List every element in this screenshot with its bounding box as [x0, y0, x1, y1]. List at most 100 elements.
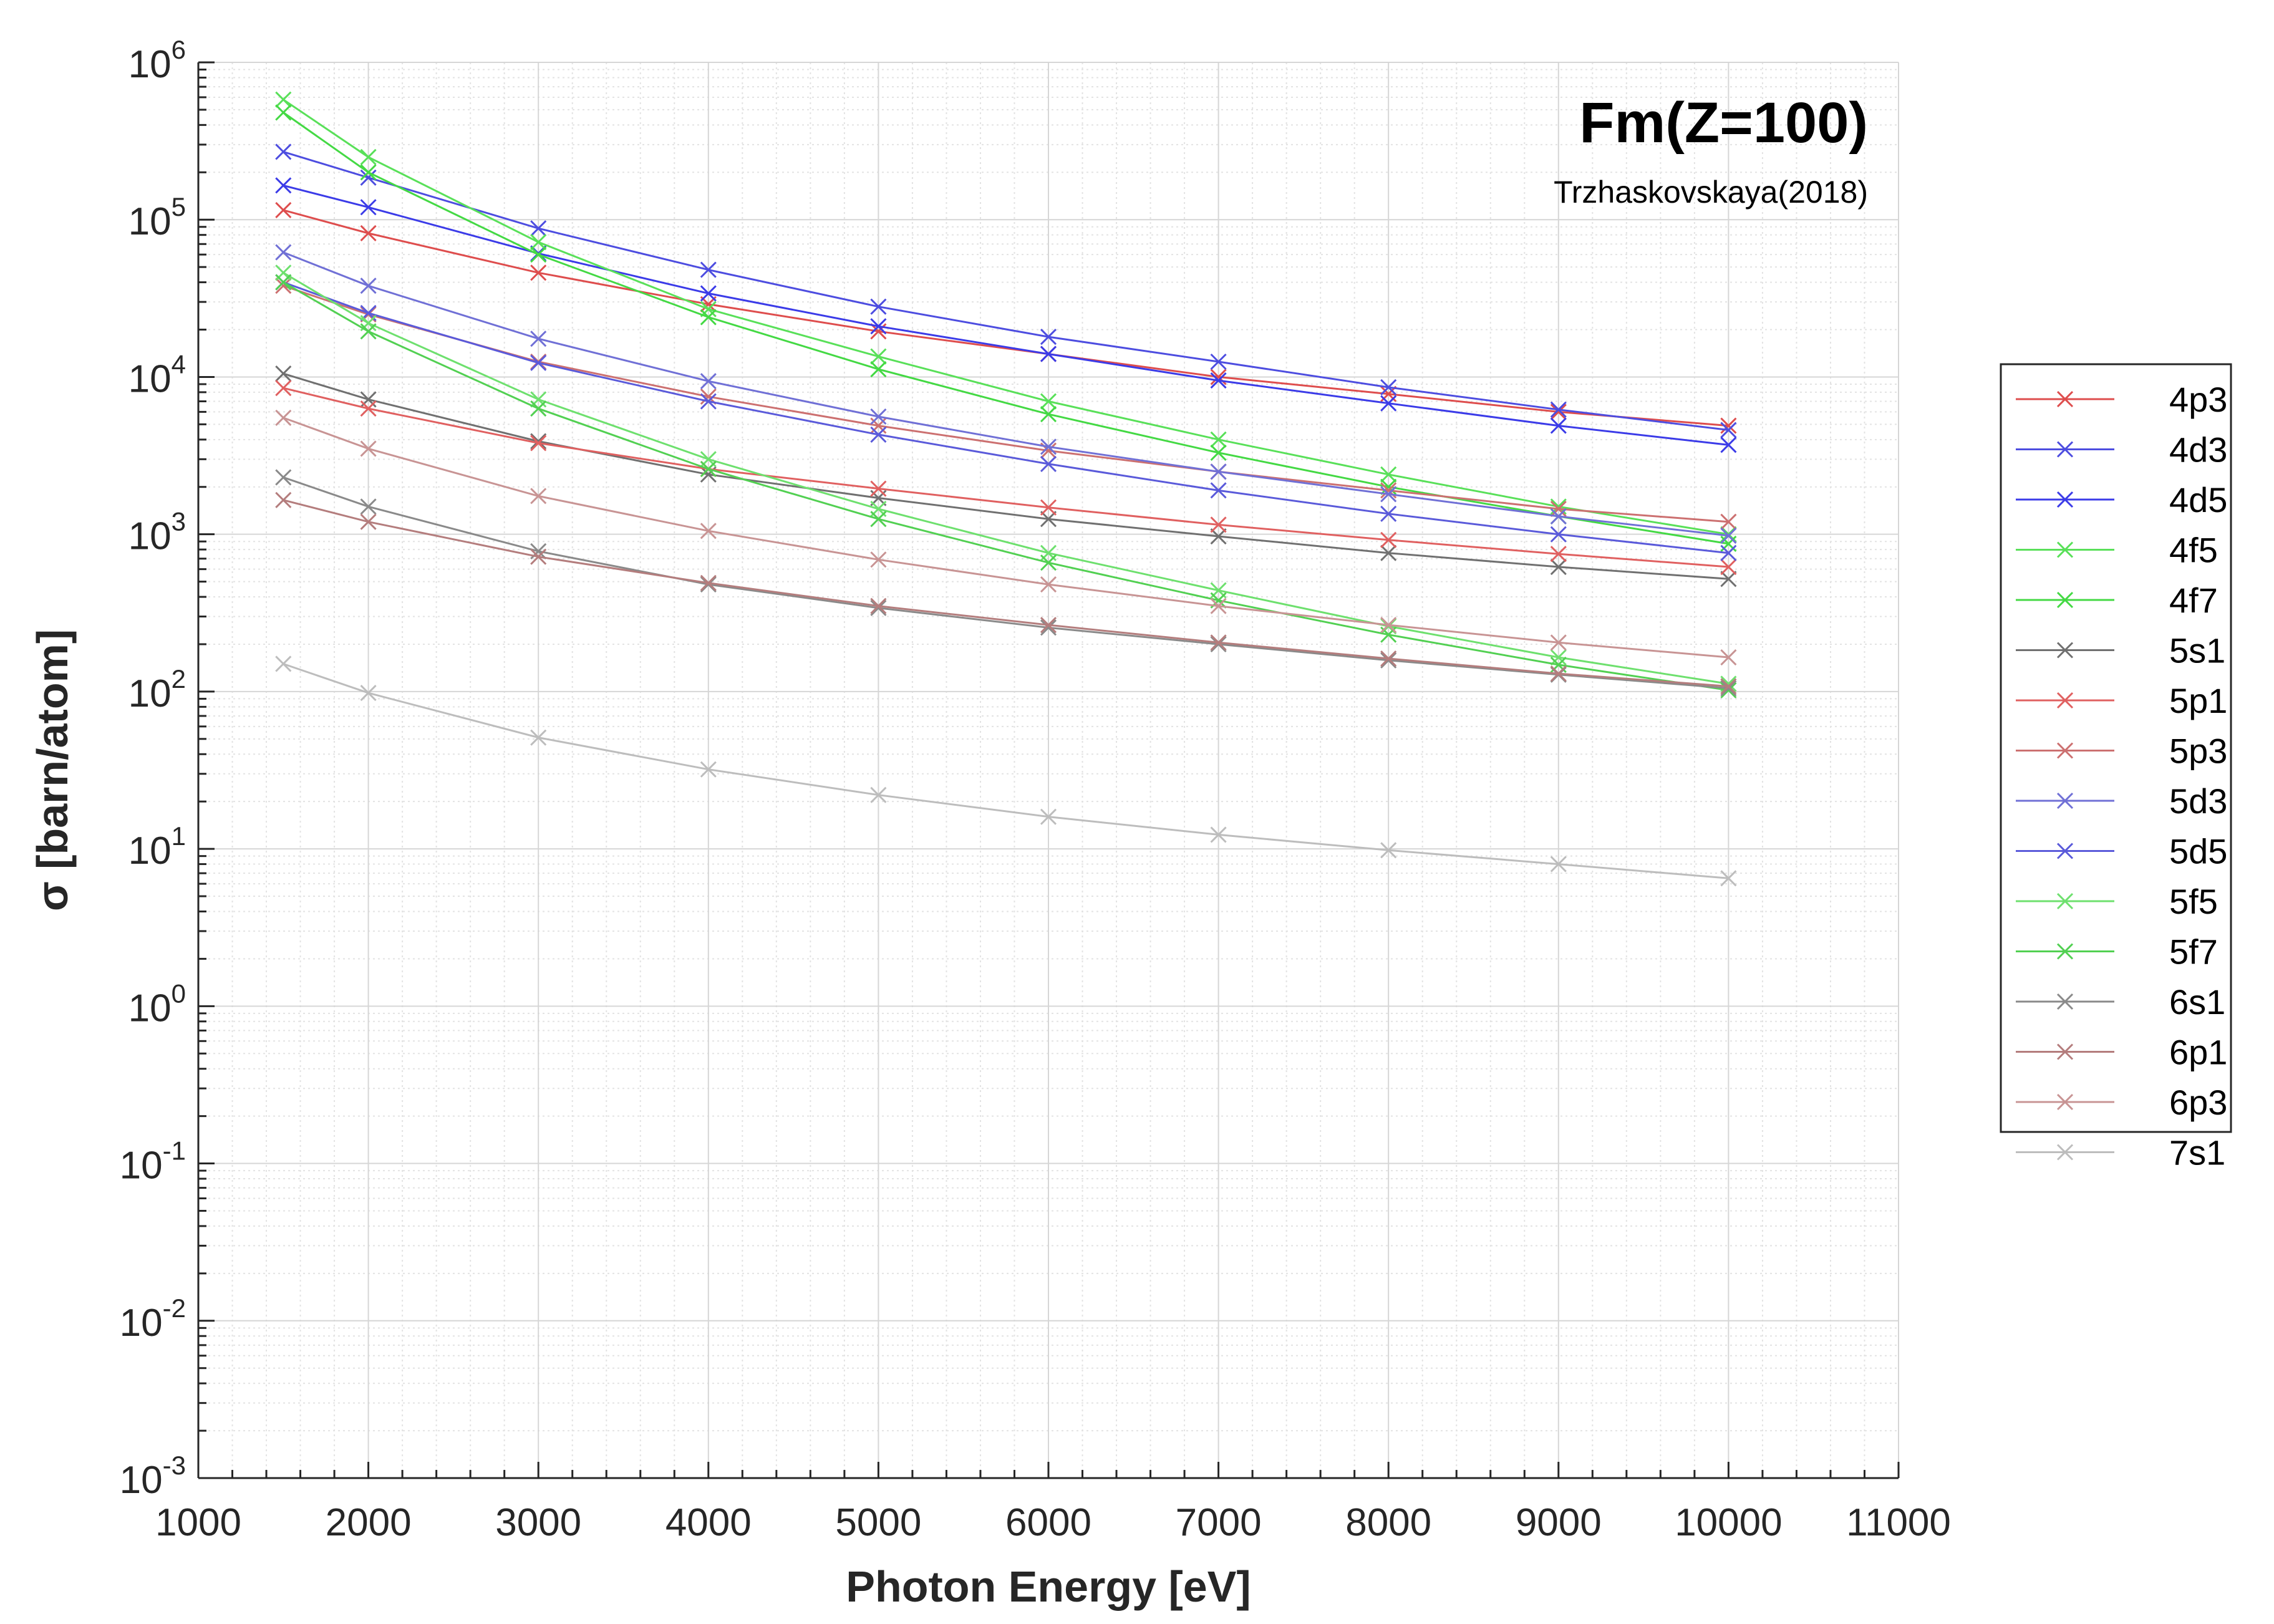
legend-label: 5s1: [2169, 631, 2225, 670]
legend-item-5d5: 5d5: [2016, 832, 2227, 871]
data-point-marker: [275, 469, 292, 486]
data-point-marker: [1550, 856, 1567, 872]
legend: 4p3 4d3 4d5 4f5 4f7 5s1 5p1 5p3 5d3 5d5 5f5 5f7 6s1 6…: [2000, 363, 2232, 1172]
data-point-marker: [700, 309, 717, 326]
data-point-marker: [360, 513, 377, 530]
data-point-marker: [1550, 634, 1567, 651]
data-point-marker: [700, 460, 717, 478]
data-point-marker: [1040, 406, 1057, 423]
legend-swatch-marker: [2056, 491, 2074, 508]
data-point-marker: [1210, 444, 1227, 461]
legend-swatch-marker: [2056, 591, 2074, 609]
data-point-marker: [360, 169, 377, 186]
series-line: [283, 184, 1729, 446]
legend-item-6p1: 6p1: [2016, 1033, 2227, 1072]
y-tick-label: 104: [128, 349, 186, 400]
data-point-marker: [870, 426, 887, 443]
data-point-marker: [1040, 499, 1057, 516]
data-point-marker: [870, 511, 887, 528]
x-tick-label: 5000: [835, 1501, 921, 1544]
series-line: [283, 372, 1729, 580]
data-point-marker: [1040, 455, 1057, 472]
data-point-marker: [1550, 649, 1567, 666]
x-axis-title: Photon Energy [eV]: [846, 1562, 1251, 1611]
x-tick-label: 6000: [1005, 1501, 1091, 1544]
legend-label: 4f5: [2169, 531, 2218, 570]
series-7s1: [275, 655, 1737, 887]
legend-item-6s1: 6s1: [2016, 982, 2225, 1022]
data-point-marker: [1040, 554, 1057, 571]
legend-swatch-marker: [2056, 943, 2074, 960]
data-point-marker: [530, 264, 547, 281]
series-line: [283, 281, 1729, 692]
data-point-marker: [1720, 544, 1737, 561]
legend-swatch-marker: [2056, 993, 2074, 1010]
data-point-marker: [870, 360, 887, 378]
data-point-marker: [870, 480, 887, 497]
data-point-marker: [1210, 353, 1227, 370]
legend-label: 4d5: [2169, 480, 2227, 520]
series-line: [283, 387, 1729, 568]
data-point-marker: [360, 440, 377, 457]
x-tick-label: 7000: [1176, 1501, 1262, 1544]
data-point-marker: [700, 574, 717, 591]
legend-item-5p3: 5p3: [2016, 732, 2227, 771]
data-point-marker: [870, 298, 887, 315]
data-point-marker: [275, 491, 292, 508]
legend-item-6p3: 6p3: [2016, 1083, 2227, 1122]
data-point-marker: [1720, 678, 1737, 695]
x-tick-label: 3000: [495, 1501, 581, 1544]
chart-subtitle: Trzhaskovskaya(2018): [1554, 175, 1868, 210]
x-tick-label: 9000: [1516, 1501, 1602, 1544]
series-4f5: [275, 91, 1737, 543]
data-point-marker: [1210, 636, 1227, 653]
legend-item-4p3: 4p3: [2016, 380, 2227, 419]
data-point-marker: [1040, 346, 1057, 362]
data-point-marker: [360, 148, 377, 165]
legend-label: 6s1: [2169, 982, 2225, 1022]
legend-swatch-marker: [2056, 692, 2074, 709]
data-point-marker: [870, 318, 887, 335]
data-point-marker: [870, 599, 887, 616]
y-tick-label: 106: [128, 35, 186, 86]
legend-item-5s1: 5s1: [2016, 631, 2225, 670]
data-point-marker: [700, 393, 717, 410]
x-tick-label: 1000: [155, 1501, 241, 1544]
data-point-marker: [1210, 516, 1227, 533]
legend-item-5f7: 5f7: [2016, 932, 2218, 972]
data-point-marker: [1380, 617, 1397, 634]
legend-swatch-marker: [2056, 541, 2074, 558]
legend-swatch-marker: [2056, 843, 2074, 859]
data-point-marker: [1380, 531, 1397, 548]
x-tick-label: 8000: [1345, 1501, 1431, 1544]
data-point-marker: [870, 408, 887, 425]
series-5d3: [275, 244, 1737, 544]
data-point-marker: [1210, 528, 1227, 545]
y-tick-label: 105: [128, 192, 186, 243]
data-point-marker: [700, 373, 717, 390]
y-tick-label: 10-2: [120, 1293, 186, 1345]
series-line: [283, 112, 1729, 545]
series-line: [283, 663, 1729, 879]
data-point-marker: [1380, 652, 1397, 669]
legend-swatch-marker: [2056, 1144, 2074, 1161]
x-tick-label: 4000: [665, 1501, 752, 1544]
data-point-marker: [1040, 328, 1057, 346]
legend-swatch-marker: [2056, 1093, 2074, 1111]
data-point-marker: [1720, 437, 1737, 453]
data-point-marker: [1380, 466, 1397, 483]
data-point-marker: [870, 597, 887, 614]
x-tick-label: 2000: [326, 1501, 412, 1544]
data-point-marker: [360, 323, 377, 340]
y-tick-label: 101: [128, 821, 186, 872]
legend-swatch-marker: [2056, 642, 2074, 659]
data-point-marker: [1380, 650, 1397, 667]
series-line: [283, 499, 1729, 687]
y-tick-label: 10-3: [120, 1451, 186, 1502]
legend-label: 5p1: [2169, 681, 2227, 720]
data-point-marker: [360, 164, 377, 181]
data-point-marker: [360, 225, 377, 242]
data-point-marker: [1720, 527, 1737, 544]
legend-swatch-marker: [2056, 441, 2074, 458]
legend-label: 4d3: [2169, 430, 2227, 470]
